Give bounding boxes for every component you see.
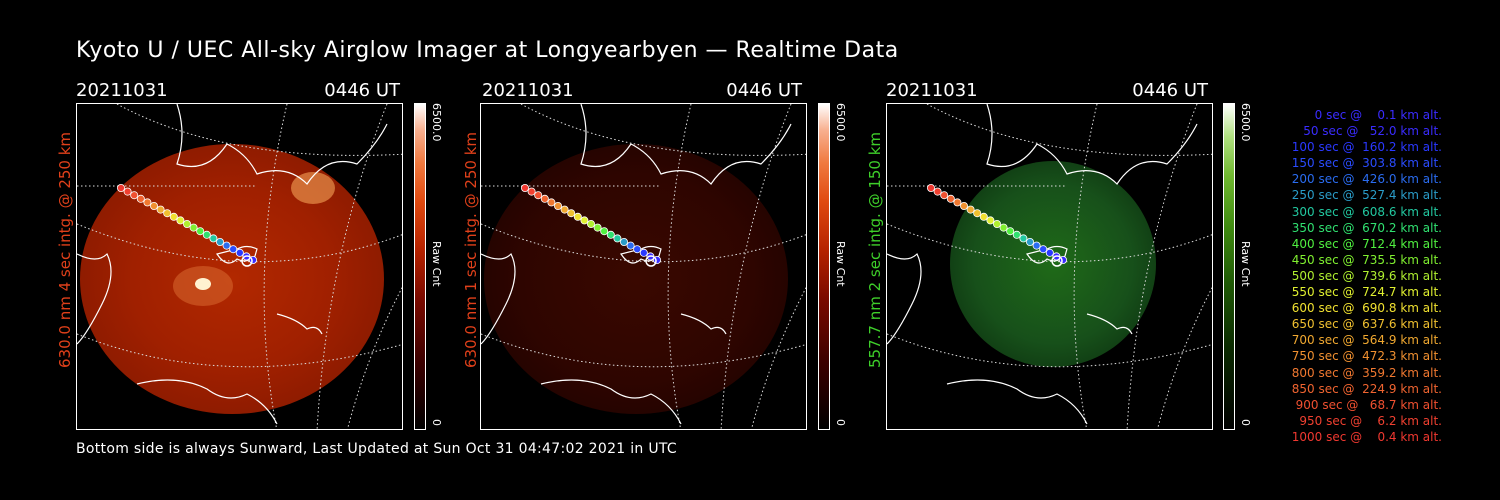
panel-2-cbar-min: 0 <box>834 419 847 426</box>
panel-1-cbar-max: 6500.0 <box>430 103 443 142</box>
panel-1-colorbar <box>414 103 426 430</box>
panel-1-label: 630.0 nm 4 sec intg. @ 250 km <box>56 131 74 368</box>
legend-row: 600 sec @ 690.8 km alt. <box>1287 301 1442 316</box>
panel-3-cbar-min: 0 <box>1239 419 1252 426</box>
panel-3-cbar-unit: Raw Cnt <box>1239 241 1252 287</box>
legend-row: 550 sec @ 724.7 km alt. <box>1287 285 1442 300</box>
panel-2-cbar-max: 6500.0 <box>834 103 847 142</box>
panel-1-cbar-min: 0 <box>430 419 443 426</box>
legend-row: 700 sec @ 564.9 km alt. <box>1287 333 1442 348</box>
panel-1-cbar-unit: Raw Cnt <box>430 241 443 287</box>
panel-3-time: 0446 UT <box>1132 80 1208 101</box>
panel-1-time: 0446 UT <box>324 80 400 101</box>
legend-row: 850 sec @ 224.9 km alt. <box>1287 381 1442 396</box>
footer-status: Bottom side is always Sunward, Last Upda… <box>76 441 678 457</box>
panel-1-image <box>76 103 403 430</box>
legend-row: 750 sec @ 472.3 km alt. <box>1287 349 1442 364</box>
panel-2-colorbar <box>818 103 830 430</box>
panel-2-cbar-unit: Raw Cnt <box>834 241 847 287</box>
trajectory-legend: 0 sec @ 0.1 km alt. 50 sec @ 52.0 km alt… <box>1260 107 1442 445</box>
panel-2-time: 0446 UT <box>726 80 802 101</box>
page-title: Kyoto U / UEC All-sky Airglow Imager at … <box>76 38 899 63</box>
panel-2-label: 630.0 nm 1 sec intg. @ 250 km <box>462 131 480 368</box>
legend-row: 650 sec @ 637.6 km alt. <box>1287 317 1442 332</box>
legend-row: 350 sec @ 670.2 km alt. <box>1287 220 1442 235</box>
panel-3-image <box>886 103 1213 430</box>
legend-row: 300 sec @ 608.6 km alt. <box>1287 204 1442 219</box>
legend-row: 50 sec @ 52.0 km alt. <box>1295 124 1442 139</box>
legend-row: 900 sec @ 68.7 km alt. <box>1291 397 1442 412</box>
panel-3-label: 557.7 nm 2 sec intg. @ 150 km <box>866 131 884 368</box>
panel-2-date: 20211031 <box>482 80 574 101</box>
legend-row: 450 sec @ 735.5 km alt. <box>1287 252 1442 267</box>
legend-row: 1000 sec @ 0.4 km alt. <box>1291 429 1442 444</box>
legend-row: 0 sec @ 0.1 km alt. <box>1303 108 1442 122</box>
legend-row: 950 sec @ 6.2 km alt. <box>1295 413 1442 428</box>
panel-3-date: 20211031 <box>886 80 978 101</box>
legend-row: 500 sec @ 739.6 km alt. <box>1287 268 1442 283</box>
allsky-map <box>77 104 402 429</box>
panel-3-cbar-max: 6500.0 <box>1239 103 1252 142</box>
allsky-map <box>887 104 1212 429</box>
panel-1-date: 20211031 <box>76 80 168 101</box>
legend-row: 400 sec @ 712.4 km alt. <box>1287 236 1442 251</box>
legend-row: 100 sec @ 160.2 km alt. <box>1287 140 1442 155</box>
legend-row: 200 sec @ 426.0 km alt. <box>1287 172 1442 187</box>
legend-row: 250 sec @ 527.4 km alt. <box>1287 188 1442 203</box>
legend-row: 150 sec @ 303.8 km alt. <box>1287 156 1442 171</box>
panel-3-colorbar <box>1223 103 1235 430</box>
panel-2-image <box>480 103 807 430</box>
allsky-map <box>481 104 806 429</box>
legend-row: 800 sec @ 359.2 km alt. <box>1287 365 1442 380</box>
